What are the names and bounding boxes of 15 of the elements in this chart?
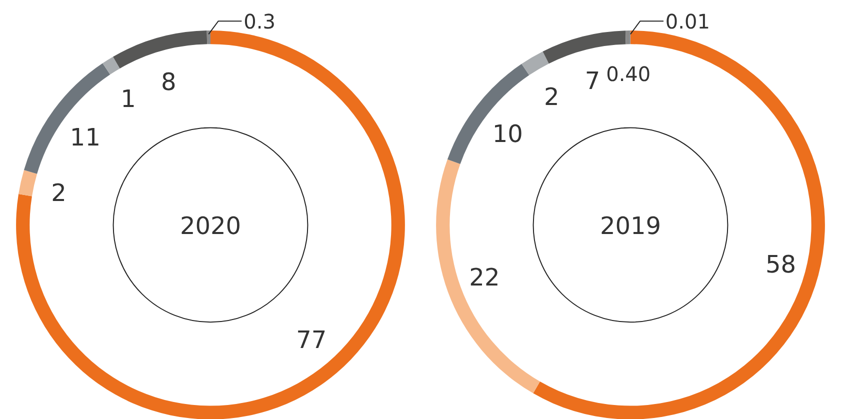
data-label: 11 (70, 123, 100, 152)
data-label: 58 (765, 250, 796, 279)
data-label: 1 (120, 84, 136, 113)
data-label: 2 (544, 82, 560, 111)
data-label: 2 (51, 178, 66, 207)
data-label: 77 (296, 326, 327, 354)
data-label: 0.3 (244, 10, 276, 34)
text: 2020 (180, 212, 242, 240)
data-label: 10 (492, 120, 523, 148)
data-label: 8 (161, 68, 176, 96)
data-label: 0.40 (606, 62, 651, 86)
data-label: 7 (584, 66, 600, 95)
text: 2019 (600, 212, 662, 240)
data-label: 0.01 (665, 10, 710, 34)
data-label: 22 (469, 263, 500, 292)
